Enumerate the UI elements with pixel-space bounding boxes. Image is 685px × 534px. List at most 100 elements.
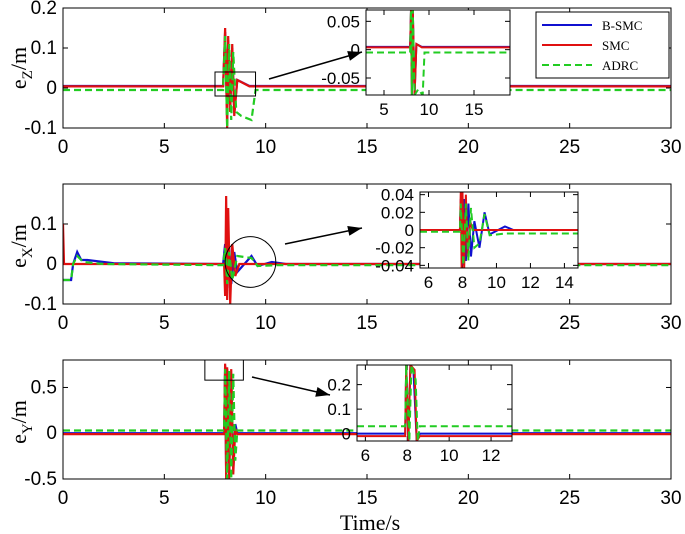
x-tick-label: 10: [255, 313, 276, 334]
y-axis-label-sub: Z: [20, 70, 36, 79]
x-tick-label: 25: [559, 313, 580, 334]
inset-frame: [356, 364, 513, 442]
y-tick-label: 0.05: [327, 12, 360, 31]
inset-frame: [419, 191, 579, 269]
x-tick-label: 30: [660, 313, 681, 334]
y-tick-label: 0.1: [31, 214, 57, 235]
x-tick-label: 6: [361, 446, 370, 465]
x-tick-label: 30: [660, 488, 681, 509]
x-tick-label: 5: [159, 137, 170, 158]
zoom-region-box: [204, 359, 244, 381]
zoom-arrow-head: [347, 225, 362, 236]
x-tick-label: 15: [356, 488, 377, 509]
x-tick-label: 15: [356, 137, 377, 158]
inset-frame: [365, 9, 511, 96]
zoom-arrow-head: [315, 386, 330, 397]
series-line-adrc: [357, 365, 512, 441]
y-tick-label: 0: [405, 221, 414, 240]
y-tick-label: 0.5: [31, 377, 57, 398]
y-tick-label: -0.5: [24, 469, 57, 490]
x-tick-label: 14: [555, 273, 574, 292]
legend-label-b-smc: B-SMC: [602, 18, 642, 33]
y-axis-label-unit: /m: [6, 224, 31, 247]
y-axis-label-main: e: [6, 79, 31, 89]
y-axis-label-main: e: [6, 258, 31, 268]
x-tick-label: 8: [403, 446, 412, 465]
y-axis-label: eX/m: [6, 224, 36, 268]
legend-label-smc: SMC: [602, 38, 629, 53]
inset-z: 5 10 15 -0.05 0 0.05: [321, 9, 511, 119]
x-tick-label: 30: [660, 137, 681, 158]
x-tick-label: 0: [58, 313, 69, 334]
zoom-region-circle: [224, 236, 277, 288]
x-tick-label: 12: [482, 446, 501, 465]
y-tick-label: 0: [46, 423, 57, 444]
legend-label-adrc: ADRC: [602, 58, 638, 73]
x-tick-label: 10: [487, 273, 506, 292]
x-tick-label: 5: [379, 100, 388, 119]
plot-background: [63, 184, 671, 304]
x-tick-label: 5: [159, 488, 170, 509]
inset-y: 6 8 10 12 0 0.1 0.2: [327, 364, 513, 465]
y-tick-label: 0.1: [327, 400, 351, 419]
y-axis-label: eY/m: [6, 400, 36, 444]
x-tick-label: 10: [420, 100, 439, 119]
zoom-region-box: [214, 71, 257, 97]
zoom-arrow-head: [347, 51, 362, 61]
x-tick-label: 20: [458, 137, 479, 158]
y-tick-label: 0: [46, 78, 57, 99]
x-tick-label: 10: [255, 488, 276, 509]
x-tick-label: 25: [559, 137, 580, 158]
y-tick-label: 0.2: [327, 376, 351, 395]
zoom-arrow: [268, 51, 363, 80]
y-tick-label: -0.05: [321, 69, 360, 88]
x-tick-label: 5: [159, 313, 170, 334]
legend-box: [535, 11, 670, 79]
y-axis-label-sub: X: [20, 247, 36, 258]
x-tick-label: 0: [58, 137, 69, 158]
x-tick-label: 6: [424, 273, 433, 292]
y-axis-label-sub: Y: [20, 423, 36, 434]
x-tick-label: 20: [458, 488, 479, 509]
y-tick-label: 0.2: [31, 0, 57, 19]
series-line-adrc: [366, 10, 510, 95]
plot-frame: [62, 359, 672, 480]
y-axis-label-main: e: [6, 434, 31, 444]
x-tick-label: 25: [559, 488, 580, 509]
y-tick-label: 0: [351, 41, 360, 60]
y-tick-label: 0: [46, 254, 57, 275]
x-tick-label: 15: [356, 313, 377, 334]
series-line-adrc: [63, 247, 671, 285]
series-line-adrc: [63, 369, 671, 479]
y-tick-label: -0.04: [375, 256, 414, 275]
legend: B-SMC SMC ADRC: [535, 11, 670, 79]
x-tick-label: 10: [440, 446, 459, 465]
y-axis-label: eZ/m: [6, 47, 36, 89]
y-tick-label: -0.1: [24, 294, 57, 315]
x-tick-label: 12: [521, 273, 540, 292]
y-tick-label: 0.02: [381, 203, 414, 222]
inset-background: [357, 365, 512, 441]
y-axis-label-unit: /m: [6, 47, 31, 70]
y-axis-label-unit: /m: [6, 400, 31, 423]
x-tick-label: 8: [458, 273, 467, 292]
plot-frame: [62, 7, 672, 129]
x-tick-label: 15: [465, 100, 484, 119]
y-tick-label: -0.02: [375, 239, 414, 258]
series-line-adrc: [63, 35, 671, 128]
series-line-adrc: [420, 203, 578, 266]
x-axis-label: Time/s: [340, 510, 400, 534]
x-tick-label: 0: [58, 488, 69, 509]
x-tick-label: 10: [255, 137, 276, 158]
y-tick-label: 0.04: [381, 186, 414, 205]
plot-frame: [62, 183, 672, 305]
y-tick-label: -0.1: [24, 118, 57, 139]
series-line-smc: [63, 195, 671, 304]
y-tick-label: 0: [342, 425, 351, 444]
panel-x: 0 5 10 15 20 25 30-0.100.1eX/m6 8 10 12 14-0.04-0.…: [6, 183, 682, 334]
x-tick-label: 20: [458, 313, 479, 334]
y-tick-label: 0.1: [31, 38, 57, 59]
